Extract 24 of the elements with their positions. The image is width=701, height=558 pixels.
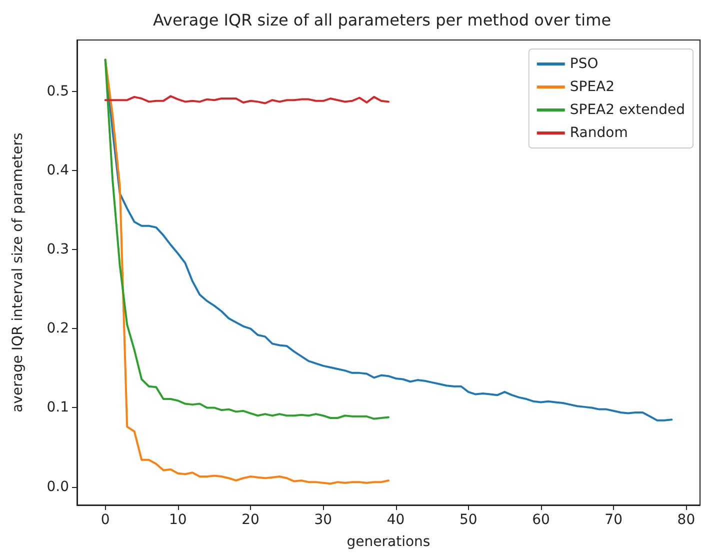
y-axis-title: average IQR interval size of parameters — [10, 132, 26, 412]
line-series — [104, 95, 390, 104]
x-tick-label: 20 — [242, 512, 260, 528]
x-tick-label: 0 — [100, 512, 110, 528]
y-tick-label: 0.0 — [46, 478, 69, 495]
x-tick-label: 70 — [604, 512, 623, 528]
legend-label: PSO — [570, 56, 598, 72]
y-tick-label: 0.2 — [46, 320, 69, 337]
x-tick-label: 40 — [386, 512, 405, 528]
line-series — [104, 58, 390, 420]
chart-title: Average IQR size of all parameters per method over time — [152, 10, 612, 30]
y-tick-label: 0.1 — [46, 400, 69, 416]
x-tick-label: 50 — [459, 512, 478, 528]
x-tick-label: 80 — [677, 512, 696, 528]
y-tick-label: 0.4 — [46, 162, 70, 178]
legend-label: SPEA2 extended — [570, 102, 685, 118]
x-tick-label: 30 — [314, 512, 332, 528]
y-tick-label: 0.3 — [46, 242, 69, 258]
y-tick-label: 0.5 — [46, 83, 69, 100]
x-tick-label: 60 — [532, 512, 550, 528]
legend-label: SPEA2 — [570, 79, 615, 95]
legend-label: Random — [570, 125, 628, 141]
x-axis-title: generations — [346, 534, 430, 550]
x-tick-label: 10 — [169, 512, 187, 528]
